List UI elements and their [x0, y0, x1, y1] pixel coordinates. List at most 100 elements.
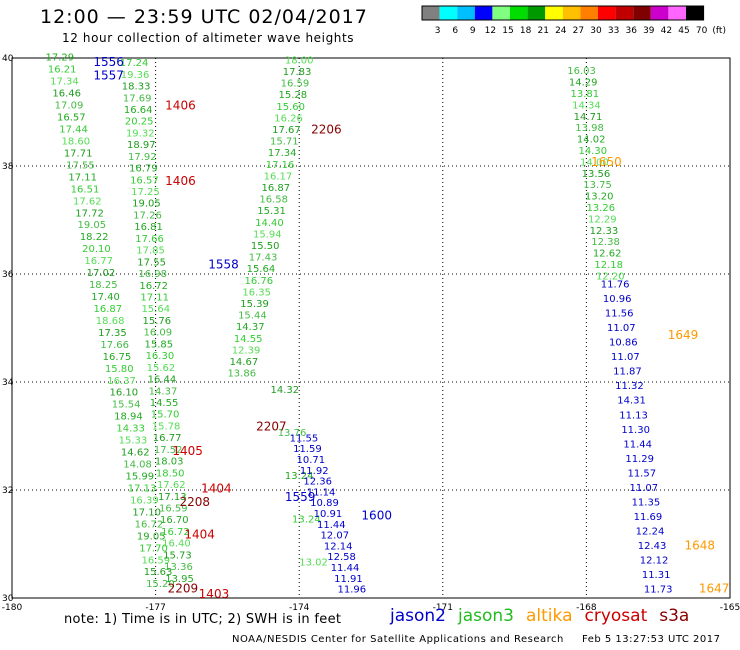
pass-time-label: 1647	[699, 582, 730, 596]
wave-height-value: 17.13	[158, 492, 187, 503]
wave-height-value: 17.29	[46, 53, 75, 64]
wave-height-value: 18.00	[285, 55, 314, 66]
wave-height-value: 15.94	[253, 229, 282, 240]
colorbar-swatch	[562, 6, 581, 20]
pass-time-label: 2206	[311, 123, 342, 137]
wave-height-value: 11.73	[644, 585, 673, 596]
wave-height-value: 17.11	[140, 293, 169, 304]
wave-height-value: 17.55	[66, 160, 95, 171]
wave-height-value: 14.33	[116, 424, 145, 435]
wave-height-value: 19.05	[78, 220, 107, 231]
colorbar-swatch	[457, 6, 475, 20]
wave-height-value: 13.56	[582, 169, 611, 180]
wave-height-value: 14.62	[121, 448, 150, 459]
colorbar-swatch	[598, 6, 616, 20]
map-title: 12:00 — 23:59 UTC 02/04/2017	[40, 6, 368, 28]
colorbar-label: 36	[625, 26, 637, 36]
wave-height-value: 17.40	[91, 292, 120, 303]
wave-height-value: 16.75	[103, 352, 132, 363]
wave-height-value: 16.87	[261, 183, 290, 194]
wave-height-value: 14.30	[578, 146, 607, 157]
colorbar-label: 27	[573, 26, 584, 36]
wave-height-value: 15.39	[240, 299, 269, 310]
longitude-tick-label: -174	[289, 603, 310, 613]
wave-height-value: 17.85	[136, 246, 165, 257]
wave-height-value: 18.94	[114, 412, 143, 423]
map-frame	[11, 57, 731, 599]
wave-height-value: 15.80	[105, 364, 134, 375]
wave-height-value: 17.16	[266, 160, 295, 171]
wave-height-value: 16.72	[135, 519, 164, 530]
pass-time-label: 1404	[184, 528, 215, 542]
wave-height-value: 14.55	[150, 398, 179, 409]
colorbar-swatch	[615, 6, 634, 20]
wave-height-value: 14.08	[123, 460, 152, 471]
latitude-tick-label: 36	[2, 270, 14, 280]
colorbar-label: 18	[520, 26, 532, 36]
pass-time-label: 1406	[165, 174, 196, 188]
wave-height-value: 19.05	[137, 531, 166, 542]
wave-height-value: 11.30	[621, 425, 650, 436]
wave-height-value: 15.50	[251, 241, 280, 252]
longitude-tick-label: -168	[576, 603, 597, 613]
colorbar-swatch	[439, 6, 458, 20]
latitude-tick-label: 38	[2, 162, 14, 172]
wave-height-value: 11.87	[613, 367, 642, 378]
wave-height-value: 17.92	[128, 152, 157, 163]
wave-height-value: 16.59	[141, 555, 170, 566]
colorbar-frame	[421, 5, 705, 21]
wave-height-value: 11.56	[605, 309, 634, 320]
wave-height-value: 10.96	[603, 294, 632, 305]
colorbar-label: 3	[435, 26, 441, 36]
wave-height-value: 15.20	[146, 579, 175, 590]
wave-height-value: 16.26	[274, 113, 303, 124]
wave-height-value: 17.09	[55, 101, 84, 112]
wave-height-value: 12.07	[320, 531, 349, 542]
legend-cryosat: cryosat	[584, 606, 648, 626]
wave-height-value: 18.33	[122, 82, 151, 93]
colorbar-label: 42	[661, 26, 672, 36]
wave-height-value: 13.36	[164, 562, 193, 573]
colorbar-label: 33	[608, 26, 619, 36]
wave-height-value: 11.14	[307, 487, 336, 498]
wave-height-value: 15.64	[247, 264, 276, 275]
wave-height-value: 20.25	[125, 117, 154, 128]
wave-height-value: 12.36	[303, 477, 332, 488]
wave-height-value: 16.81	[134, 222, 163, 233]
pass-time-label: 1600	[361, 509, 392, 523]
wave-height-value: 16.09	[144, 328, 173, 339]
wave-height-value: 17.83	[283, 67, 312, 78]
colorbar-swatch	[580, 6, 598, 20]
wave-height-value: 11.07	[630, 483, 659, 494]
wave-height-value: 16.30	[146, 351, 175, 362]
latitude-tick-label: 32	[2, 486, 13, 496]
wave-height-value: 15.73	[163, 550, 192, 561]
wave-height-value: 14.29	[569, 78, 598, 89]
wave-height-value: 13.81	[570, 89, 599, 100]
wave-height-value: 16.51	[71, 184, 100, 195]
wave-height-value: 16.40	[162, 539, 191, 550]
pass-time-label: 1405	[172, 444, 203, 458]
wave-height-value: 15.54	[112, 400, 141, 411]
colorbar-label: 6	[452, 26, 458, 36]
wave-height-colorbar: 3 6 9 12 15 18 21 24 27 30 33 36 39 42 45 70 (ft)	[421, 5, 726, 36]
wave-height-value: 13.02	[299, 558, 328, 569]
wave-height-value: 15.76	[142, 316, 171, 327]
wave-height-value: 14.00	[580, 157, 609, 168]
wave-height-value: 16.87	[94, 304, 123, 315]
wave-height-value: 15.64	[141, 304, 170, 315]
wave-height-value: 11.31	[642, 570, 671, 581]
wave-height-value: 15.85	[145, 339, 174, 350]
colorbar-label: 24	[555, 26, 567, 36]
wave-height-value: 12.20	[596, 271, 625, 282]
wave-height-value: 14.37	[236, 322, 265, 333]
wave-height-value: 16.17	[264, 171, 293, 182]
latitude-tick-label: 34	[2, 378, 14, 388]
wave-height-value: 11.13	[619, 410, 648, 421]
wave-height-value: 15.71	[270, 137, 299, 148]
colorbar-label: 9	[470, 26, 476, 36]
wave-height-value: 13.24	[292, 514, 321, 525]
wave-height-value: 11.96	[338, 585, 367, 596]
wave-height-value: 14.02	[577, 135, 606, 146]
pass-time-label: 1556	[93, 55, 124, 69]
